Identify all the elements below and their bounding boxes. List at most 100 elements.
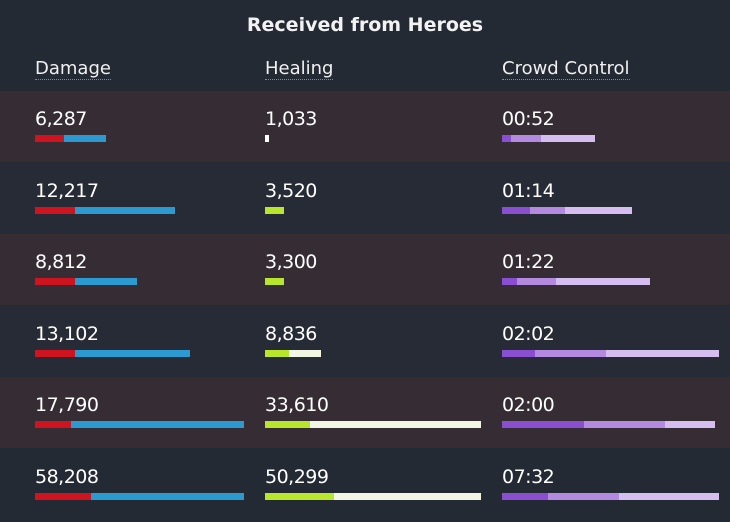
crowd-control-header[interactable]: Crowd Control	[502, 58, 630, 80]
cc-cell: 01:22	[502, 251, 650, 285]
cc-bar-segment	[502, 206, 531, 214]
damage-bar-segment	[91, 492, 244, 500]
healing-value: 3,300	[265, 251, 317, 273]
healing-value: 50,299	[265, 465, 329, 488]
healing-bar	[265, 492, 481, 500]
healing-bar-segment	[288, 349, 322, 357]
healing-value: 1,033	[265, 108, 317, 130]
healing-cell: 1,033	[265, 108, 317, 142]
cc-bar	[502, 278, 650, 285]
healing-bar	[265, 278, 317, 285]
cc-bar-segment	[556, 278, 650, 285]
healing-cell: 8,836	[265, 322, 322, 357]
healing-cell: 3,520	[265, 180, 317, 214]
damage-bar	[35, 349, 190, 357]
cc-value: 00:52	[502, 108, 555, 130]
stats-row: 13,102 8,836 02:02	[0, 305, 730, 377]
healing-value: 8,836	[265, 322, 317, 345]
damage-cell: 6,287	[35, 108, 107, 142]
panel-title: Received from Heroes	[246, 14, 484, 36]
damage-cell: 58,208	[35, 466, 244, 500]
stats-row: 17,790 33,610 02:00	[0, 377, 730, 448]
cc-bar	[502, 135, 596, 142]
healing-bar-segment	[265, 421, 311, 428]
healing-bar	[265, 135, 317, 142]
damage-bar-segment	[64, 135, 107, 142]
cc-value: 02:02	[502, 322, 555, 345]
damage-bar-segment	[35, 349, 75, 357]
cc-value: 01:14	[502, 179, 555, 202]
damage-bar-segment	[74, 349, 190, 357]
healing-bar-segment	[334, 492, 481, 500]
damage-cell: 13,102	[35, 323, 190, 357]
damage-bar-segment	[35, 206, 75, 214]
cc-bar-segment	[534, 349, 607, 357]
healing-cell: 50,299	[265, 466, 481, 500]
healing-bar-segment	[265, 206, 285, 214]
cc-cell: 01:14	[502, 179, 633, 214]
damage-bar-segment	[35, 278, 75, 285]
damage-bar-segment	[74, 278, 138, 285]
cc-cell: 07:32	[502, 466, 719, 500]
cc-bar-segment	[564, 206, 633, 214]
damage-value: 12,217	[35, 179, 99, 202]
stats-row: 8,812 3,300 01:22	[0, 234, 730, 305]
healing-bar-segment	[265, 135, 270, 142]
damage-header[interactable]: Damage	[35, 58, 111, 80]
healing-bar-segment	[310, 421, 481, 428]
stats-row: 58,208 50,299 07:32	[0, 448, 730, 520]
damage-bar	[35, 278, 138, 285]
cc-bar	[502, 349, 719, 357]
cc-bar-segment	[502, 421, 585, 428]
healing-cell: 3,300	[265, 251, 317, 285]
damage-cell: 12,217	[35, 179, 176, 214]
cc-bar-segment	[530, 206, 565, 214]
cc-bar-segment	[541, 135, 596, 142]
healing-bar-segment	[265, 492, 335, 500]
damage-bar-segment	[35, 421, 71, 428]
damage-value: 8,812	[35, 251, 87, 273]
healing-value: 3,520	[265, 179, 317, 202]
cc-bar-segment	[502, 492, 548, 500]
healing-cell: 33,610	[265, 394, 481, 428]
cc-bar-segment	[606, 349, 719, 357]
healing-bar-segment	[265, 349, 289, 357]
cc-bar	[502, 206, 633, 214]
healing-bar	[265, 349, 322, 357]
damage-cell: 17,790	[35, 394, 244, 428]
cc-bar-segment	[547, 492, 620, 500]
damage-value: 13,102	[35, 322, 99, 345]
healing-value: 33,610	[265, 394, 329, 416]
damage-bar-segment	[74, 206, 176, 214]
cc-bar-segment	[510, 135, 542, 142]
cc-bar	[502, 421, 715, 428]
damage-bar-segment	[35, 492, 92, 500]
damage-cell: 8,812	[35, 251, 138, 285]
cc-cell: 00:52	[502, 108, 596, 142]
cc-bar-segment	[664, 421, 715, 428]
damage-bar	[35, 492, 244, 500]
cc-value: 01:22	[502, 251, 555, 273]
damage-bar-segment	[35, 135, 65, 142]
cc-value: 07:32	[502, 465, 555, 488]
damage-bar	[35, 206, 176, 214]
stats-row: 12,217 3,520 01:14	[0, 162, 730, 234]
cc-bar	[502, 492, 719, 500]
damage-value: 6,287	[35, 108, 87, 130]
cc-bar-segment	[502, 135, 511, 142]
healing-header[interactable]: Healing	[265, 58, 334, 80]
damage-value: 17,790	[35, 394, 99, 416]
cc-bar-segment	[502, 278, 518, 285]
healing-bar-segment	[265, 278, 285, 285]
damage-bar	[35, 135, 107, 142]
cc-value: 02:00	[502, 394, 555, 416]
healing-bar	[265, 206, 317, 214]
damage-bar-segment	[70, 421, 244, 428]
cc-bar-segment	[517, 278, 557, 285]
damage-bar	[35, 421, 244, 428]
healing-bar	[265, 421, 481, 428]
cc-cell: 02:02	[502, 323, 719, 357]
damage-value: 58,208	[35, 465, 99, 488]
cc-bar-segment	[584, 421, 665, 428]
cc-bar-segment	[502, 349, 535, 357]
